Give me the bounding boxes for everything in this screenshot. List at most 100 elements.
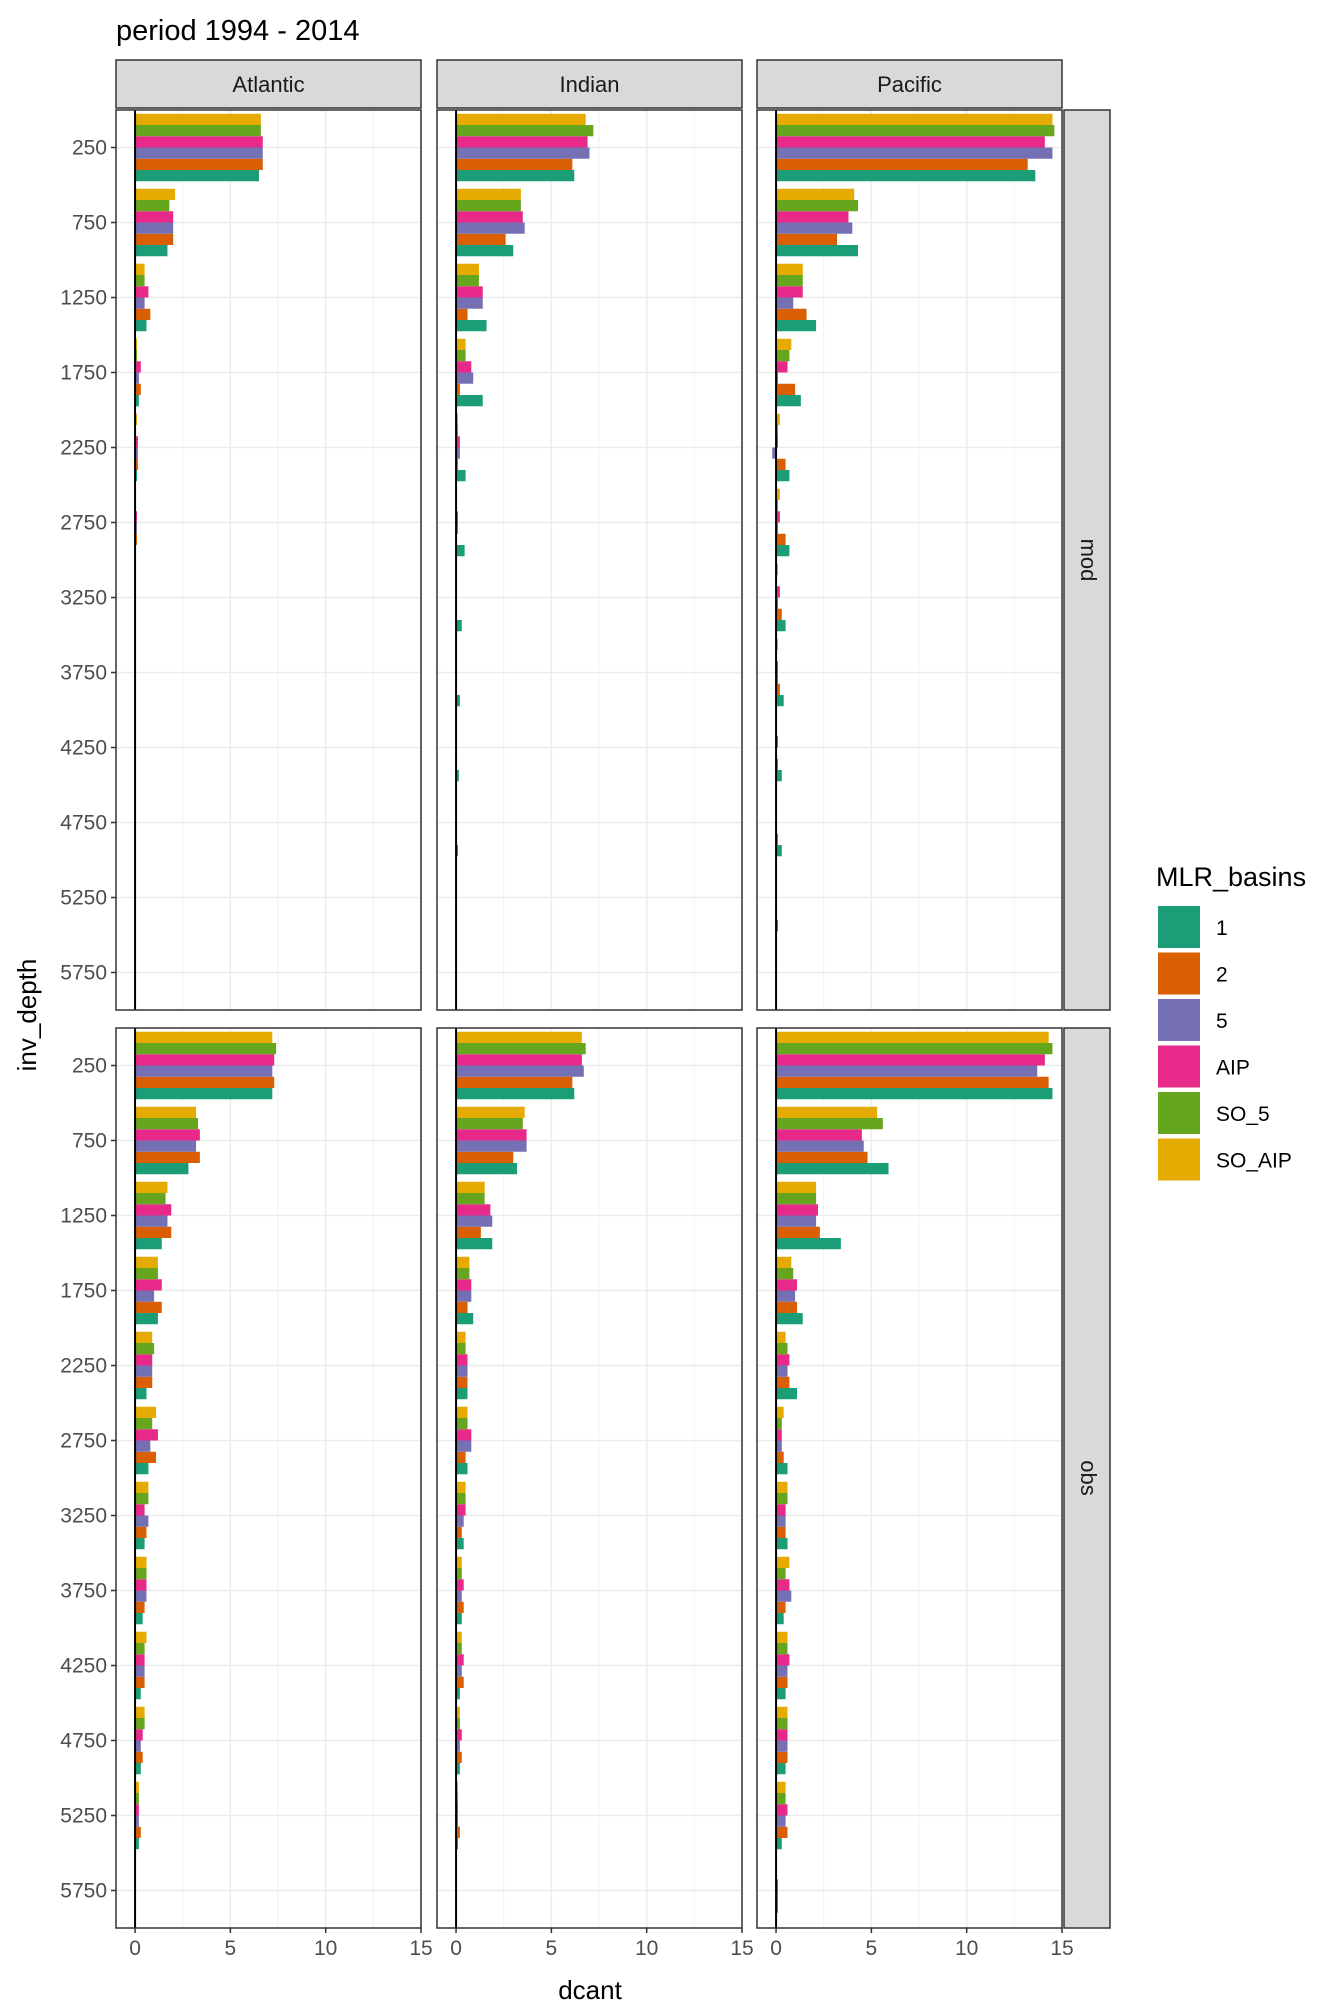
bar-1-1750: [456, 395, 483, 407]
bar-1-4750: [776, 845, 782, 857]
bar-1-3250: [776, 1538, 788, 1550]
bar-2-3750: [135, 1601, 145, 1613]
bar-so_5-250: [456, 125, 594, 137]
bar-2-750: [776, 1151, 868, 1163]
bar-so_5-4750: [135, 1718, 145, 1730]
bar-so_5-1750: [135, 1268, 158, 1280]
bar-1-1250: [135, 320, 147, 332]
y-tick-label: 2750: [60, 1430, 107, 1453]
bar-so_aip-750: [776, 188, 855, 200]
bar-5-2750: [456, 1440, 472, 1452]
bar-so_aip-1750: [456, 1256, 470, 1268]
bar-2-4250: [776, 1676, 788, 1688]
y-tick-label: 1750: [60, 362, 107, 385]
bar-aip-4250: [776, 1654, 790, 1666]
bar-2-250: [135, 158, 263, 170]
bar-2-5250: [456, 1826, 460, 1838]
bar-2-750: [135, 1151, 200, 1163]
bar-5-2250: [456, 447, 460, 459]
bar-1-3750: [456, 695, 460, 707]
bar-5-1750: [135, 372, 139, 384]
bar-2-1250: [776, 308, 807, 320]
bar-aip-750: [776, 1129, 862, 1141]
bar-aip-750: [456, 1129, 527, 1141]
bar-2-2750: [135, 1451, 157, 1463]
bar-so_5-3750: [135, 1568, 147, 1580]
bar-so_5-2750: [776, 1418, 782, 1430]
bar-2-750: [456, 1151, 514, 1163]
bar-1-4750: [776, 1763, 786, 1775]
bar-2-4250: [135, 1676, 145, 1688]
bar-so_aip-4250: [135, 1631, 147, 1643]
bar-aip-3750: [456, 1579, 464, 1591]
y-tick-label: 1750: [60, 1280, 107, 1303]
bar-so_aip-5250: [776, 1781, 786, 1793]
bar-1-4750: [456, 1763, 460, 1775]
bar-1-5250: [135, 1838, 139, 1850]
bar-1-2250: [776, 470, 790, 482]
y-axis-ticks: 250 750 1250 1750 2250 2750 3250 3750 4250 4750 52…: [60, 1055, 116, 1903]
bar-so_aip-5250: [135, 1781, 139, 1793]
bar-so_5-1750: [456, 1268, 470, 1280]
bar-5-4750: [776, 1740, 788, 1752]
bar-aip-1750: [135, 1279, 162, 1291]
bar-aip-3750: [776, 1579, 790, 1591]
x-tick-label: 10: [314, 1937, 337, 1960]
x-tick-label: 10: [955, 1937, 978, 1960]
bar-aip-250: [135, 136, 263, 148]
y-tick-label: 4250: [60, 737, 107, 760]
x-tick-label: 0: [770, 1937, 782, 1960]
x-tick-label: 15: [409, 1937, 432, 1960]
bar-1-750: [456, 245, 514, 257]
bar-2-1250: [135, 1226, 172, 1238]
bar-so_aip-4750: [456, 1706, 460, 1718]
bar-5-2250: [776, 1365, 788, 1377]
legend-swatch: [1158, 1045, 1200, 1088]
bar-1-2750: [456, 1463, 468, 1475]
bar-2-4750: [135, 1751, 143, 1763]
bar-aip-750: [135, 211, 174, 223]
bar-so_aip-3250: [135, 1481, 149, 1493]
bar-5-3250: [776, 1515, 786, 1527]
strip-label: Atlantic: [232, 72, 304, 97]
bar-so_aip-250: [135, 1031, 273, 1043]
x-tick-label: 15: [730, 1937, 753, 1960]
bar-5-2750: [776, 1440, 782, 1452]
bar-so_5-3250: [456, 1493, 466, 1505]
bar-1-2750: [135, 1463, 149, 1475]
facet-panels: Atlantic Indian Pacific mod obs 250 750 1250 175…: [60, 59, 1111, 1960]
bar-aip-750: [456, 211, 523, 223]
bar-5-1250: [776, 297, 794, 309]
bar-2-250: [456, 1076, 573, 1088]
bar-2-3750: [776, 683, 780, 695]
bar-so_aip-2750: [456, 1406, 468, 1418]
bar-aip-3750: [135, 1579, 147, 1591]
bar-aip-4750: [456, 1729, 462, 1741]
bar-2-1750: [135, 383, 141, 395]
bar-2-750: [135, 233, 174, 245]
bar-1-2250: [456, 1388, 468, 1400]
y-tick-label: 3250: [60, 587, 107, 610]
bar-5-1750: [776, 1290, 796, 1302]
bar-2-250: [456, 158, 573, 170]
bar-5-5250: [776, 1815, 786, 1827]
panel-atlantic-mod: 250 750 1250 1750 2250 2750 3250 3750 4250 4750 52…: [60, 109, 422, 1011]
legend-items: 1 2 5 AIP SO_5 SO_AIP: [1158, 906, 1292, 1181]
bar-aip-1750: [135, 361, 141, 373]
bar-1-1250: [776, 320, 817, 332]
legend-swatch: [1158, 1092, 1200, 1134]
bar-so_aip-2750: [776, 488, 780, 500]
bar-so_5-250: [135, 125, 261, 137]
bar-1-3750: [776, 1613, 784, 1625]
bar-so_aip-3750: [456, 1556, 462, 1568]
y-tick-label: 2750: [60, 512, 107, 535]
x-tick-label: 0: [129, 1937, 141, 1960]
panel-indian-mod: [436, 109, 743, 1011]
bar-so_aip-3750: [135, 1556, 147, 1568]
strip-label: Pacific: [877, 72, 942, 97]
bar-1-250: [135, 1088, 273, 1100]
bar-1-1250: [135, 1238, 162, 1250]
bar-5-2750: [135, 1440, 151, 1452]
bar-so_aip-2250: [776, 1331, 786, 1343]
